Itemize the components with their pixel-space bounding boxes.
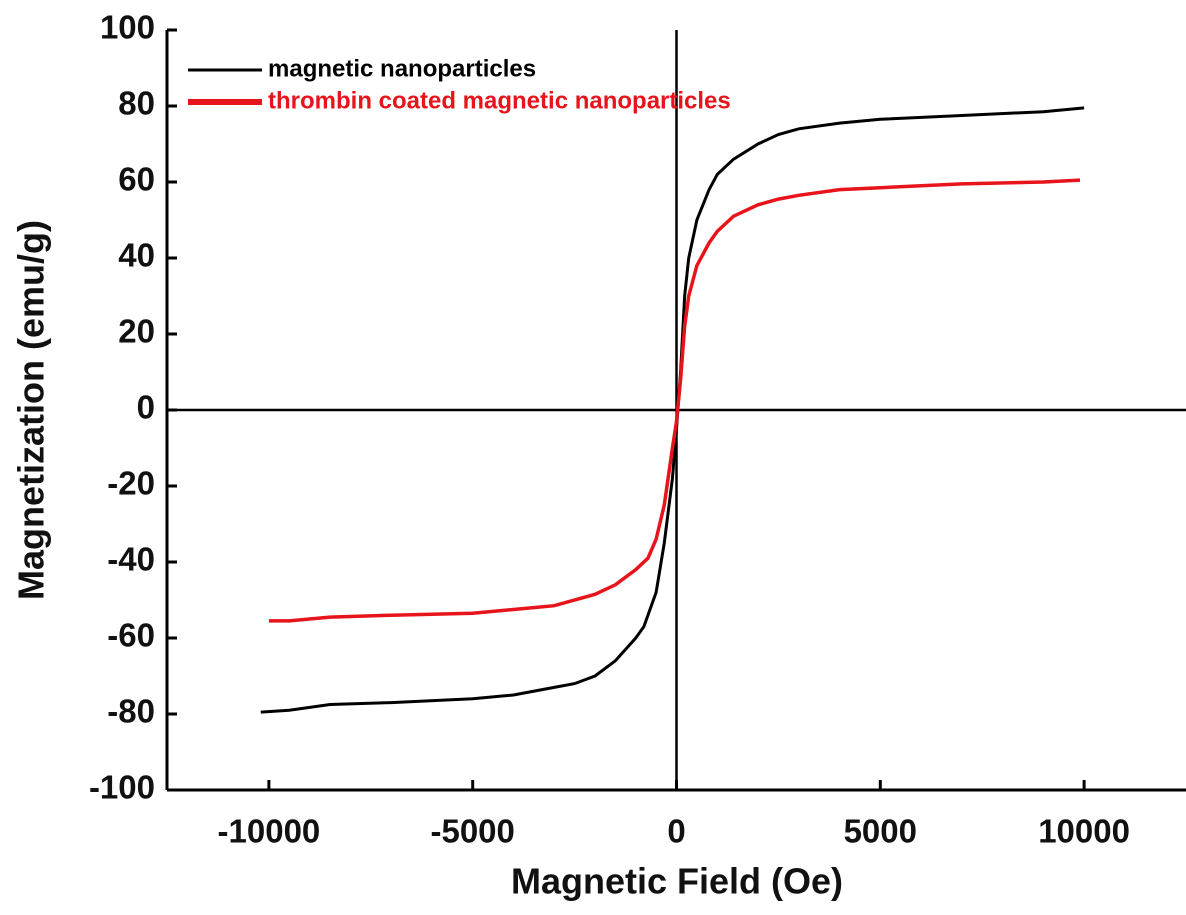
y-tick-label: 100 bbox=[100, 9, 155, 46]
y-tick-label: 80 bbox=[118, 85, 155, 122]
y-tick-label: -100 bbox=[89, 769, 155, 806]
legend-label: magnetic nanoparticles bbox=[268, 55, 536, 82]
data-line bbox=[268, 178, 1081, 623]
x-tick-label: -5000 bbox=[430, 813, 514, 850]
x-tick-label: 5000 bbox=[844, 813, 917, 850]
y-tick-label: 0 bbox=[137, 389, 155, 426]
y-tick-label: -60 bbox=[107, 617, 155, 654]
y-tick-label: -40 bbox=[107, 541, 155, 578]
y-tick-label: 60 bbox=[118, 161, 155, 198]
y-tick-label: -20 bbox=[107, 465, 155, 502]
x-axis-title: Magnetic Field (Oe) bbox=[511, 861, 843, 902]
y-tick-label: -80 bbox=[107, 693, 155, 730]
x-tick-label: 0 bbox=[667, 813, 685, 850]
y-tick-label: 40 bbox=[118, 237, 155, 274]
x-tick-label: -10000 bbox=[218, 813, 321, 850]
y-axis-title: Magnetization (emu/g) bbox=[11, 220, 52, 600]
legend-label: thrombin coated magnetic nanoparticles bbox=[268, 87, 731, 114]
y-tick-label: 20 bbox=[118, 313, 155, 350]
x-tick-label: 10000 bbox=[1038, 813, 1130, 850]
